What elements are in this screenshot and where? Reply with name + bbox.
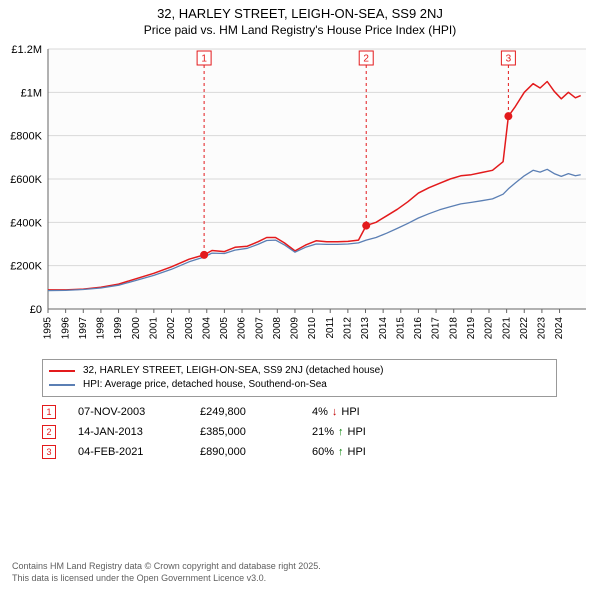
svg-text:£1M: £1M [21, 87, 42, 99]
svg-text:2005: 2005 [219, 317, 230, 340]
sale-marker [200, 251, 208, 259]
sale-flag: 2 [42, 425, 56, 439]
svg-text:2012: 2012 [343, 317, 354, 340]
chart-subtitle: Price paid vs. HM Land Registry's House … [0, 23, 600, 37]
arrow-up-icon: ↑ [338, 446, 344, 458]
svg-text:2022: 2022 [519, 317, 530, 340]
attribution-line: Contains HM Land Registry data © Crown c… [12, 560, 321, 572]
svg-text:2003: 2003 [184, 317, 195, 340]
sales-row: 3 04-FEB-2021 £890,000 60%↑HPI [42, 445, 557, 459]
line-chart: £0 £200K £400K £600K £800K £1M £1.2M 1995 1996 19… [0, 43, 600, 353]
svg-text:£0: £0 [30, 304, 42, 316]
sale-marker [504, 112, 512, 120]
attribution-line: This data is licensed under the Open Gov… [12, 572, 321, 584]
arrow-down-icon: ↓ [332, 406, 338, 418]
svg-text:£400K: £400K [10, 217, 42, 229]
svg-text:2007: 2007 [254, 317, 265, 340]
sale-marker [362, 222, 370, 230]
legend-label: HPI: Average price, detached house, Sout… [83, 378, 327, 392]
svg-text:1996: 1996 [60, 317, 71, 340]
svg-text:2006: 2006 [237, 317, 248, 340]
sale-delta: 4%↓HPI [312, 406, 360, 418]
svg-text:1995: 1995 [43, 317, 54, 340]
sale-flag: 3 [42, 445, 56, 459]
svg-text:2015: 2015 [395, 317, 406, 340]
sale-date: 14-JAN-2013 [78, 426, 178, 438]
legend-label: 32, HARLEY STREET, LEIGH-ON-SEA, SS9 2NJ… [83, 364, 384, 378]
legend-swatch [49, 370, 75, 372]
svg-text:2010: 2010 [307, 317, 318, 340]
svg-text:2004: 2004 [201, 317, 212, 340]
svg-text:2011: 2011 [325, 317, 336, 339]
svg-text:2021: 2021 [501, 317, 512, 340]
svg-text:2019: 2019 [466, 317, 477, 340]
svg-text:2023: 2023 [537, 317, 548, 340]
legend-item: HPI: Average price, detached house, Sout… [49, 378, 550, 392]
svg-text:2: 2 [363, 54, 369, 65]
sale-delta: 60%↑HPI [312, 446, 366, 458]
svg-text:2014: 2014 [378, 317, 389, 340]
svg-text:2017: 2017 [431, 317, 442, 340]
sales-row: 2 14-JAN-2013 £385,000 21%↑HPI [42, 425, 557, 439]
svg-text:2018: 2018 [448, 317, 459, 340]
sale-date: 07-NOV-2003 [78, 406, 178, 418]
svg-text:1998: 1998 [96, 317, 107, 340]
sales-row: 1 07-NOV-2003 £249,800 4%↓HPI [42, 405, 557, 419]
legend-item: 32, HARLEY STREET, LEIGH-ON-SEA, SS9 2NJ… [49, 364, 550, 378]
sale-price: £890,000 [200, 446, 290, 458]
sale-price: £249,800 [200, 406, 290, 418]
chart-legend: 32, HARLEY STREET, LEIGH-ON-SEA, SS9 2NJ… [42, 359, 557, 397]
sale-delta: 21%↑HPI [312, 426, 366, 438]
svg-text:3: 3 [506, 54, 512, 65]
svg-text:2016: 2016 [413, 317, 424, 340]
svg-text:1: 1 [201, 54, 207, 65]
svg-text:1999: 1999 [113, 317, 124, 340]
sales-table: 1 07-NOV-2003 £249,800 4%↓HPI 2 14-JAN-2013 £3… [42, 405, 557, 459]
svg-text:2013: 2013 [360, 317, 371, 340]
sale-date: 04-FEB-2021 [78, 446, 178, 458]
chart-title: 32, HARLEY STREET, LEIGH-ON-SEA, SS9 2NJ [0, 6, 600, 21]
svg-text:2000: 2000 [131, 317, 142, 340]
svg-text:1997: 1997 [78, 317, 89, 340]
svg-text:2009: 2009 [290, 317, 301, 340]
svg-text:£1.2M: £1.2M [11, 44, 42, 56]
sale-price: £385,000 [200, 426, 290, 438]
chart-area: £0 £200K £400K £600K £800K £1M £1.2M 1995 1996 19… [0, 43, 600, 353]
attribution: Contains HM Land Registry data © Crown c… [12, 560, 321, 584]
svg-text:2002: 2002 [166, 317, 177, 340]
svg-text:2024: 2024 [554, 317, 565, 340]
arrow-up-icon: ↑ [338, 426, 344, 438]
svg-text:£600K: £600K [10, 174, 42, 186]
svg-text:2001: 2001 [148, 317, 159, 340]
svg-text:2008: 2008 [272, 317, 283, 340]
sale-flag: 1 [42, 405, 56, 419]
svg-text:2020: 2020 [484, 317, 495, 340]
svg-text:£200K: £200K [10, 261, 42, 273]
legend-swatch [49, 384, 75, 386]
svg-text:£800K: £800K [10, 131, 42, 143]
